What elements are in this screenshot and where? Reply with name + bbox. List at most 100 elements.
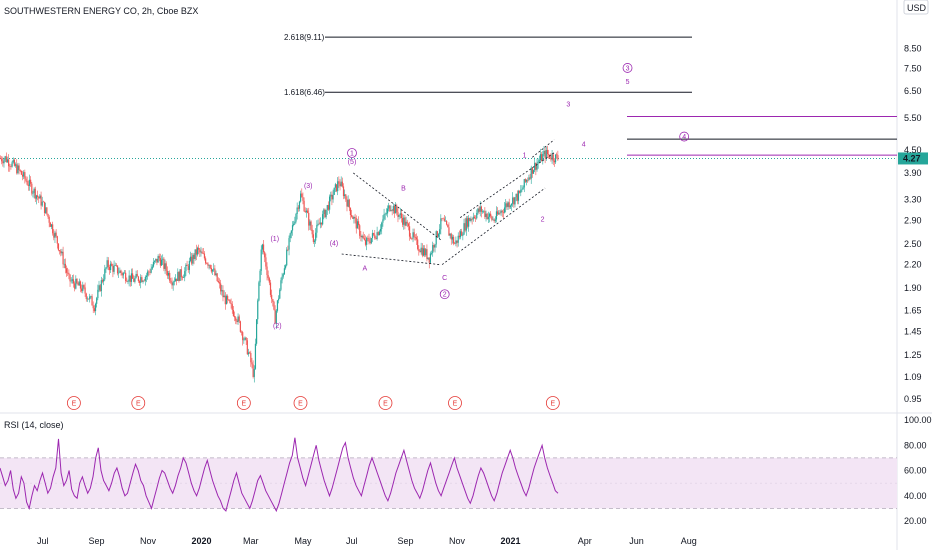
candle-body — [207, 263, 209, 266]
candle-body — [481, 211, 484, 212]
candle-body — [543, 150, 545, 155]
candle-body — [260, 249, 262, 271]
candle-body — [447, 224, 449, 228]
candle-body — [279, 289, 281, 299]
time-axis[interactable]: Jul Sep Nov 2020 Mar May Jul Sep Nov 2021 Apr Jun Au… — [37, 536, 697, 546]
candle-body — [89, 296, 91, 300]
candle-body — [41, 201, 43, 206]
candle-body — [142, 280, 144, 282]
earnings-label: E — [72, 401, 77, 408]
candle-body — [185, 264, 187, 272]
candle-body — [300, 193, 302, 202]
elliott-wave-labels[interactable]: (1) (2) (3) (4) (5) 1 A B C 2 1 2 3 4 3 5 4 — [270, 63, 690, 330]
candle-body — [144, 277, 146, 281]
candle-body — [12, 159, 14, 163]
candle-body — [78, 281, 80, 286]
candle-body — [274, 309, 276, 324]
current-price-badge[interactable] — [898, 152, 928, 165]
candle-body — [440, 218, 442, 230]
candle-body — [84, 287, 86, 294]
candle-body — [79, 281, 82, 289]
trendline[interactable] — [459, 151, 556, 218]
wave-label: (1) — [270, 236, 279, 243]
candle-body — [214, 268, 216, 276]
candle-body — [340, 181, 342, 187]
candle-body — [424, 248, 426, 256]
candle-body — [544, 150, 546, 158]
candle-body — [233, 316, 236, 318]
trendline[interactable] — [531, 139, 555, 158]
projection-levels[interactable]: 4.27 — [0, 115, 928, 165]
rsi-title[interactable]: RSI (14, close) — [4, 420, 64, 430]
candle-body — [454, 243, 456, 245]
candle-body — [266, 266, 268, 276]
price-axis[interactable]: 8.50 7.50 6.50 5.50 4.50 3.90 3.30 2.90 2.50 2.20… — [904, 43, 922, 404]
candle-body — [217, 281, 219, 283]
candle-body — [368, 238, 370, 242]
candle-body — [40, 195, 42, 206]
candle-body — [236, 320, 238, 322]
currency-badge[interactable]: USD — [903, 0, 929, 15]
trendline[interactable] — [341, 253, 440, 265]
earnings-marker[interactable] — [131, 396, 146, 410]
trendline[interactable] — [353, 172, 443, 242]
candle-body — [156, 258, 158, 263]
main-pane[interactable] — [0, 0, 897, 412]
rsi-tick-label: 100.00 — [904, 415, 932, 425]
candle-body — [527, 179, 529, 181]
candle-body — [352, 216, 354, 219]
trendlines[interactable] — [341, 139, 556, 265]
candle-body — [50, 224, 53, 227]
candle-body — [273, 301, 275, 310]
candle-body — [353, 217, 355, 219]
candle-body — [462, 234, 464, 236]
candle-body — [293, 223, 295, 226]
candle-body — [283, 268, 286, 275]
candle-body — [258, 282, 260, 301]
earnings-marker[interactable] — [448, 396, 462, 410]
candle-body — [444, 221, 447, 222]
earnings-marker[interactable] — [378, 396, 393, 410]
trendline[interactable] — [441, 187, 546, 265]
candle-body — [253, 368, 255, 377]
candle-body — [436, 231, 438, 237]
candle-body — [202, 253, 204, 255]
candle-body — [378, 231, 381, 236]
candle-body — [316, 224, 318, 233]
candle-body — [10, 166, 12, 168]
candle-body — [490, 213, 492, 217]
candle-body — [478, 208, 480, 212]
candle-body — [216, 273, 218, 282]
fib-levels[interactable]: 2.618(9.11) 1.618(6.46) — [284, 33, 692, 97]
candle-body — [549, 154, 551, 158]
candle-body — [210, 268, 213, 272]
candle-body — [479, 206, 481, 212]
candle-body — [432, 245, 434, 254]
wave-label: (3) — [304, 183, 313, 190]
candle-body — [522, 187, 524, 190]
candle-body — [335, 184, 338, 192]
symbol-title[interactable]: SOUTHWESTERN ENERGY CO, 2h, Cboe BZX — [4, 6, 198, 16]
earnings-marker[interactable] — [67, 396, 81, 410]
earnings-marker[interactable] — [545, 396, 560, 410]
candle-body — [553, 160, 555, 163]
candle-body — [31, 183, 33, 194]
candle-body — [457, 235, 459, 243]
earnings-marker[interactable] — [293, 396, 308, 410]
candle-body — [373, 233, 375, 235]
candle-body — [11, 162, 13, 167]
candle-body — [255, 319, 258, 344]
candle-body — [120, 270, 122, 273]
candle-body — [46, 207, 48, 214]
candle-body — [106, 260, 108, 268]
candle-body — [103, 279, 105, 282]
candle-body — [331, 194, 333, 200]
candle-body — [284, 265, 287, 269]
candle-body — [521, 189, 523, 191]
candle-body — [473, 216, 476, 218]
candle-body — [364, 239, 367, 245]
time-tick-label: Nov — [140, 536, 157, 546]
earnings-marker[interactable] — [236, 396, 251, 410]
